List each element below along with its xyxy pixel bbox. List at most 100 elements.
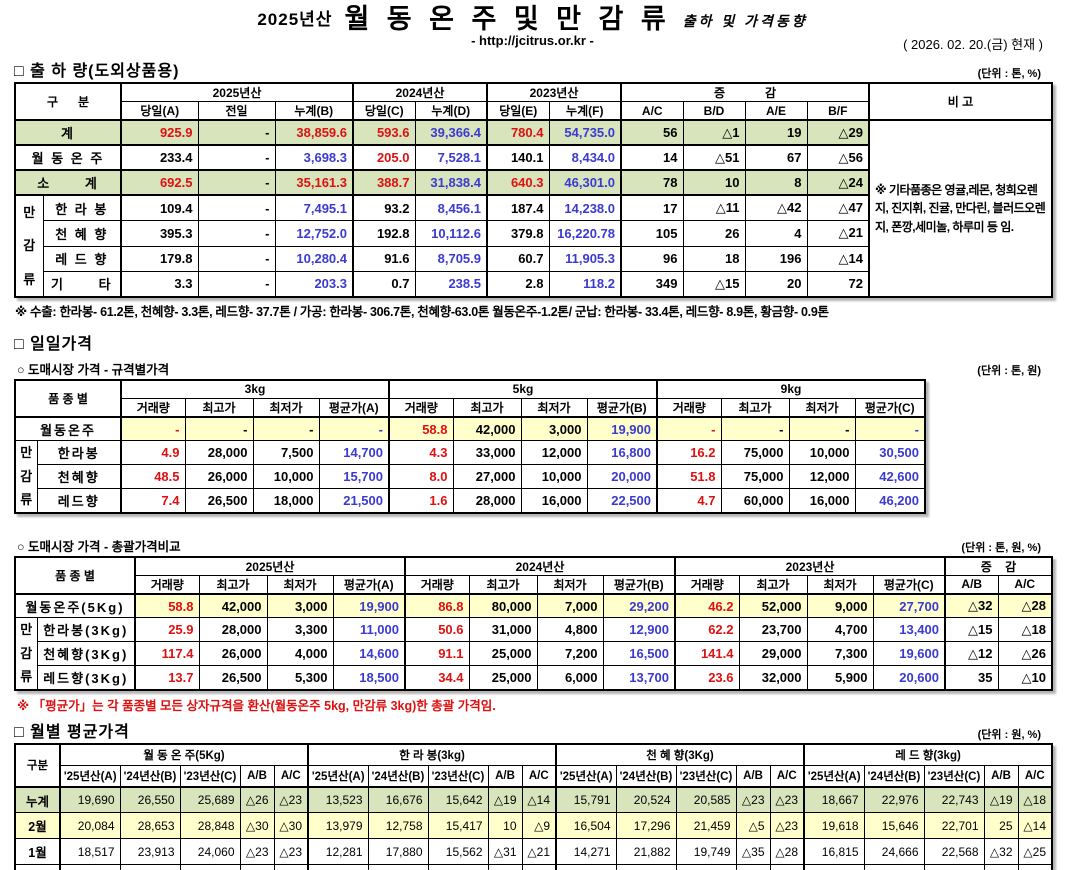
table-cell: - — [788, 415, 856, 442]
table-cell: 78 — [620, 169, 684, 197]
table-cell: 13,700 — [602, 665, 676, 691]
table-cell: 7,495.1 — [274, 194, 354, 222]
table-cell: 0.7 — [352, 270, 416, 298]
average-price-note: ※ 「평균가」는 각 품종별 모든 상자규격을 환산(월동온주 5kg, 만감류… — [17, 698, 496, 713]
table-cell: 20,600 — [872, 665, 946, 691]
table-cell: 27,000 — [452, 464, 522, 490]
column-header: 최저가 — [788, 397, 856, 418]
table-row: 소 계 692.5-35,161.3 388.7 31,838.4 640.3 46,30… — [14, 169, 1052, 197]
table-cell: 3 — [521, 864, 557, 870]
table-cell: 46,200 — [854, 488, 926, 514]
column-header: 최고가 — [468, 574, 538, 595]
column-header: 최저가 — [806, 574, 874, 595]
table-cell: 60.7 — [486, 245, 550, 272]
monthly-section-title: □ 월별 평균가격 — [14, 723, 130, 741]
table-row: 12월20,67620,48916,87712317,22017,90916,6… — [14, 864, 1053, 870]
header-row: 당일(A) 전일 누계(B) 당일(C) 누계(D) 당일(E) 누계(F) A/C B/D A/… — [15, 101, 1052, 121]
table-cell: 18,500 — [332, 665, 406, 691]
table-cell: 20 — [744, 270, 808, 298]
table-cell: △51 — [682, 144, 746, 171]
table-cell: 1 — [239, 864, 275, 870]
table-cell: 349 — [620, 270, 684, 298]
row-label: 레드향 — [36, 488, 122, 514]
table-cell: 26,000 — [198, 641, 268, 667]
column-header: '25년산(A) — [803, 764, 865, 788]
subtitle-row: - http://jcitrus.or.kr - ( 2026. 02. 20.… — [0, 33, 1065, 53]
column-header: 최고가 — [184, 397, 254, 418]
table-cell: 6,000 — [536, 665, 604, 691]
column-header: 평균가(B) — [586, 397, 658, 418]
column-header: 비 고 — [868, 82, 1053, 121]
column-header: 최고가 — [738, 574, 808, 595]
table-cell: 75,000 — [720, 440, 790, 466]
table-cell: 692.5 — [120, 169, 199, 197]
table-cell: 16,000 — [788, 488, 856, 514]
table-cell: △14 — [1017, 812, 1053, 840]
table-cell: 23 — [273, 864, 309, 870]
table-cell: 16,815 — [803, 838, 865, 866]
table-cell: 8,705.9 — [414, 245, 488, 272]
column-header: 거래량 — [674, 574, 740, 595]
column-header: 당일(A) — [120, 101, 199, 121]
table-cell: 17 — [620, 194, 684, 222]
table-row: 월 동 온 주 233.4-3,698.3 205.0 7,528.1 140.1 8,4… — [14, 144, 1052, 171]
table-cell: 17,296 — [615, 812, 677, 840]
table-row: 만 감 류 한라봉(3Kg) 25.9 28,000 3,300 11,000 50.6 31… — [14, 617, 1053, 691]
table-cell: △28 — [997, 592, 1053, 619]
table-cell: 18,000 — [252, 488, 320, 514]
column-header: 9kg — [656, 379, 926, 399]
table-cell: 27,700 — [872, 592, 946, 619]
table-cell: 13,523 — [307, 785, 369, 814]
table-row: 천 혜 향 395.3-12,752.0 192.8 10,112.6 379.8 16,… — [15, 220, 1052, 247]
title-year: 2025년산 — [257, 10, 333, 29]
column-header: 평균가(A) — [318, 397, 390, 418]
table-cell: 42,000 — [198, 592, 268, 619]
table-cell: 925.9 — [120, 119, 199, 147]
column-header: 한 라 봉(3kg) — [307, 743, 557, 766]
table-cell: 28,653 — [119, 812, 181, 840]
table-cell: 16,504 — [555, 812, 617, 840]
table-cell: 39,366.4 — [414, 119, 488, 147]
column-header: 구 분 — [14, 82, 122, 121]
table-cell: 25,975 — [863, 864, 925, 870]
table-cell: △14 — [521, 785, 557, 814]
table-cell: △35 — [735, 838, 771, 866]
table-cell: - — [197, 169, 276, 197]
column-header: A/C — [620, 101, 684, 121]
table-cell: 14,700 — [318, 440, 390, 466]
table-cell: 29,000 — [738, 641, 808, 667]
column-header: 최저가 — [266, 574, 334, 595]
column-header: A/B — [487, 764, 523, 788]
table-cell: △18 — [983, 864, 1019, 870]
column-header: 거래량 — [404, 574, 470, 595]
row-label: 천혜향 — [36, 464, 122, 490]
column-header: B/F — [806, 101, 870, 121]
table-cell: 1.6 — [388, 488, 454, 514]
table-cell: 25 — [983, 812, 1019, 840]
table-cell: 9,000 — [806, 592, 874, 619]
page-title: 2025년산 월 동 온 주 및 만 감 류 출하 및 가격동향 — [0, 0, 1065, 33]
table-cell: 192.8 — [352, 220, 416, 247]
table-cell: 26,550 — [119, 785, 181, 814]
table-cell: 395.3 — [120, 220, 199, 247]
table-cell: 7,500 — [252, 440, 320, 466]
shipment-unit-label: (단위 : 톤, %) — [977, 68, 1041, 81]
title-suffix: 출하 및 가격동향 — [682, 13, 808, 29]
table-cell: 18 — [682, 245, 746, 272]
table-cell: 12,758 — [367, 812, 429, 840]
table-cell: △12 — [769, 864, 805, 870]
column-header: 레 드 향(3kg) — [803, 743, 1053, 766]
header-row: 거래량 최고가 최저가 평균가(A) 거래량 최고가 최저가 평균가(B) 거래량 최고가 최저가 평… — [15, 397, 926, 418]
table-cell: 19,900 — [332, 592, 406, 619]
column-header: 2023년산 — [674, 556, 946, 576]
table-cell: 14,271 — [555, 838, 617, 866]
table-cell: 33,000 — [452, 440, 522, 466]
column-header: A/E — [744, 101, 808, 121]
table-cell: 8,434.0 — [548, 144, 622, 171]
table-cell: 46,301.0 — [548, 169, 622, 197]
table-cell: 25,000 — [468, 641, 538, 667]
column-header: A/B — [983, 764, 1019, 788]
header-row: 구분 월 동 온 주(5Kg) 한 라 봉(3kg) 천 혜 향(3Kg) 레 드 향(… — [14, 743, 1053, 788]
monthly-section-header: □ 월별 평균가격 (단위 : 원, %) — [0, 718, 1065, 743]
column-header: 평균가(C) — [872, 574, 946, 595]
